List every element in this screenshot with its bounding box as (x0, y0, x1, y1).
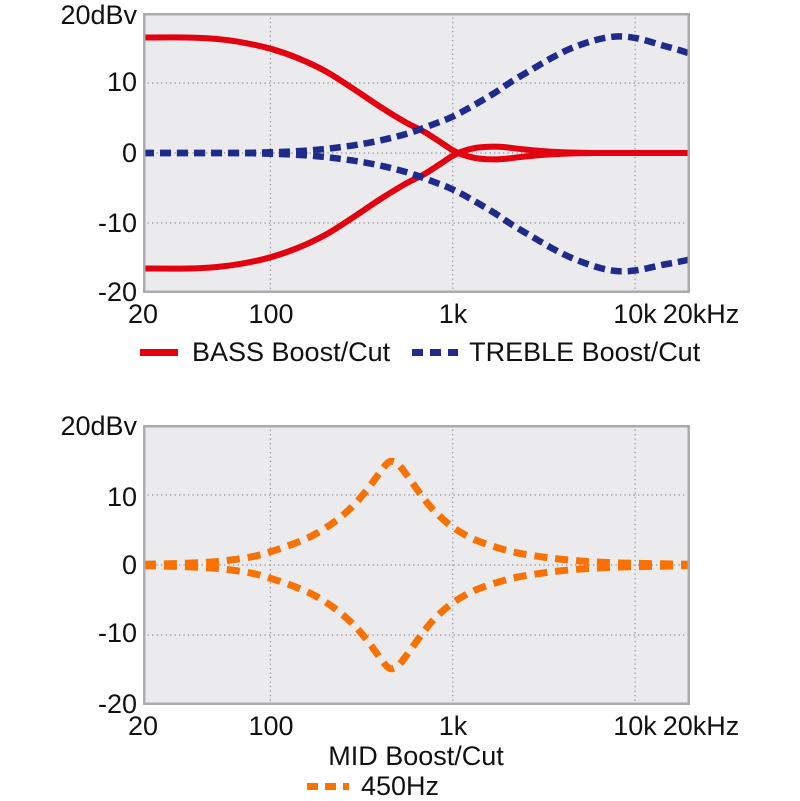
y-tick-neg20: -20 (97, 689, 137, 719)
y-tick-0: 0 (121, 550, 137, 580)
bass-legend-swatch (140, 348, 178, 356)
y-axis-top-label: 20dBv (60, 0, 137, 30)
x-tick-10k: 10k (613, 299, 657, 329)
mid-legend-label: 450Hz (361, 771, 440, 801)
tone-legend: BASS Boost/Cut TREBLE Boost/Cut (140, 338, 700, 366)
mid-legend-swatch (307, 782, 349, 790)
treble-legend-swatch (412, 348, 459, 356)
x-tick-100: 100 (248, 299, 294, 329)
y-axis-top-label: 20dBv (60, 411, 137, 441)
x-tick-20khz: 20kHz (662, 299, 740, 329)
y-tick-0: 0 (121, 138, 137, 168)
x-tick-20khz: 20kHz (662, 711, 740, 741)
y-tick-10: 10 (106, 482, 137, 512)
y-tick-neg20: -20 (97, 277, 137, 307)
x-tick-20: 20 (127, 299, 159, 329)
x-tick-100: 100 (248, 711, 294, 741)
y-tick-neg10: -10 (97, 618, 137, 648)
x-tick-1k: 1k (438, 711, 468, 741)
y-tick-neg10: -10 (97, 208, 137, 238)
series-treble-cut (143, 149, 690, 275)
mid-legend: 450Hz (307, 772, 439, 800)
x-tick-20: 20 (127, 711, 159, 741)
y-tick-10: 10 (106, 67, 137, 97)
tone-plot (143, 13, 690, 293)
treble-legend-label: TREBLE Boost/Cut (469, 337, 701, 367)
series-treble-boost (143, 33, 690, 157)
mid-plot (143, 425, 690, 705)
mid-chart-title: MID Boost/Cut (328, 741, 504, 771)
x-tick-10k: 10k (613, 711, 657, 741)
series-bass-cut (143, 143, 690, 272)
bass-legend-label: BASS Boost/Cut (192, 337, 391, 367)
x-tick-1k: 1k (438, 299, 468, 329)
